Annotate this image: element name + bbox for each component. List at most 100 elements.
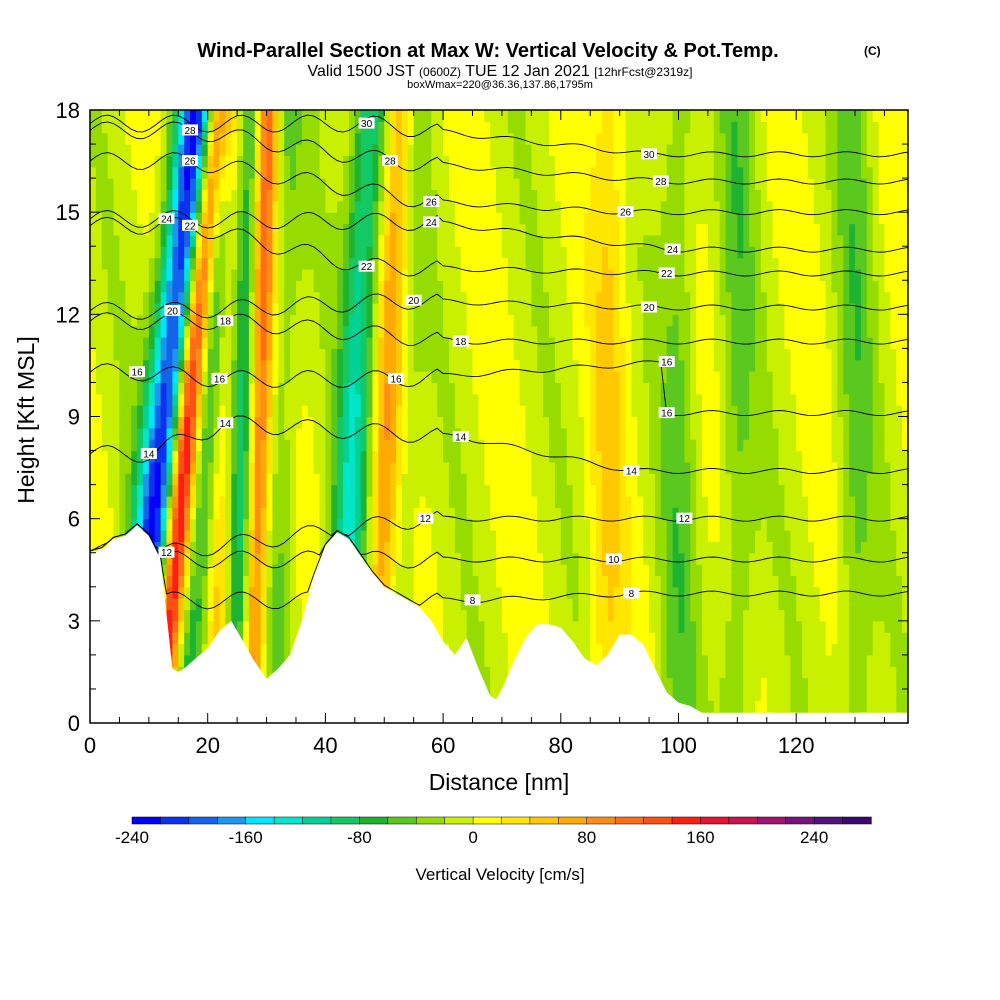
- velocity-cell: [484, 405, 491, 418]
- velocity-cell: [537, 268, 544, 281]
- velocity-cell: [490, 268, 497, 281]
- velocity-cell: [501, 155, 509, 168]
- velocity-cell: [566, 530, 574, 542]
- velocity-cell: [507, 643, 515, 656]
- velocity-cell: [272, 200, 279, 213]
- velocity-cell: [619, 144, 627, 157]
- velocity-cell: [142, 314, 150, 327]
- velocity-cell: [290, 473, 297, 486]
- velocity-cell: [95, 314, 103, 327]
- velocity-cell: [90, 178, 97, 191]
- velocity-cell: [131, 405, 138, 418]
- velocity-cell: [366, 246, 374, 259]
- velocity-cell: [531, 166, 538, 179]
- velocity-cell: [266, 314, 274, 327]
- velocity-cell: [360, 371, 368, 384]
- velocity-cell: [472, 371, 480, 384]
- velocity-cell: [243, 405, 250, 418]
- velocity-cell: [619, 507, 627, 520]
- velocity-cell: [201, 223, 209, 236]
- velocity-cell: [596, 598, 603, 611]
- velocity-cell: [401, 484, 409, 497]
- velocity-cell: [95, 439, 103, 452]
- velocity-cell: [501, 348, 509, 361]
- velocity-cell: [631, 575, 638, 588]
- velocity-cell: [513, 609, 521, 622]
- velocity-cell: [154, 450, 162, 463]
- velocity-cell: [537, 291, 544, 304]
- velocity-cell: [501, 473, 509, 486]
- velocity-cell: [537, 155, 544, 168]
- velocity-cell: [184, 234, 191, 247]
- velocity-cell: [554, 155, 562, 168]
- velocity-cell: [490, 552, 497, 565]
- velocity-cell: [601, 110, 609, 122]
- velocity-cell: [460, 473, 468, 486]
- velocity-cell: [507, 246, 515, 259]
- velocity-cell: [90, 371, 97, 384]
- velocity-cell: [160, 507, 168, 520]
- velocity-cell: [419, 393, 427, 406]
- velocity-cell: [337, 166, 344, 179]
- velocity-cell: [331, 314, 338, 327]
- velocity-cell: [260, 110, 268, 122]
- velocity-cell: [166, 632, 173, 645]
- velocity-cell: [154, 155, 162, 168]
- velocity-cell: [566, 110, 574, 122]
- velocity-cell: [166, 382, 173, 395]
- velocity-cell: [331, 280, 338, 293]
- velocity-cell: [478, 121, 485, 134]
- velocity-cell: [554, 280, 562, 293]
- velocity-cell: [572, 223, 580, 236]
- velocity-cell: [484, 110, 491, 122]
- velocity-cell: [301, 598, 309, 611]
- velocity-cell: [531, 121, 538, 134]
- velocity-cell: [431, 132, 438, 145]
- velocity-cell: [572, 155, 580, 168]
- velocity-cell: [343, 144, 350, 157]
- velocity-cell: [260, 598, 268, 611]
- velocity-cell: [490, 530, 497, 542]
- velocity-cell: [531, 371, 538, 384]
- velocity-cell: [543, 178, 550, 191]
- velocity-cell: [372, 337, 379, 349]
- velocity-cell: [207, 416, 215, 429]
- velocity-cell: [437, 337, 444, 349]
- velocity-cell: [619, 348, 627, 361]
- velocity-cell: [178, 575, 185, 588]
- velocity-cell: [460, 246, 468, 259]
- velocity-cell: [148, 484, 156, 497]
- velocity-cell: [266, 234, 274, 247]
- velocity-cell: [219, 484, 226, 497]
- velocity-cell: [319, 257, 326, 270]
- velocity-cell: [407, 461, 415, 474]
- velocity-cell: [101, 144, 109, 157]
- velocity-cell: [131, 302, 138, 315]
- velocity-cell: [578, 121, 585, 134]
- velocity-cell: [396, 110, 403, 122]
- velocity-cell: [448, 189, 456, 202]
- velocity-cell: [466, 405, 474, 418]
- velocity-cell: [448, 234, 456, 247]
- velocity-cell: [619, 564, 627, 577]
- velocity-cell: [142, 121, 150, 134]
- velocity-cell: [366, 268, 374, 281]
- velocity-cell: [195, 291, 203, 304]
- velocity-cell: [472, 393, 480, 406]
- velocity-cell: [584, 575, 591, 588]
- velocity-cell: [154, 325, 162, 338]
- velocity-cell: [201, 473, 209, 486]
- velocity-cell: [596, 450, 603, 463]
- velocity-cell: [331, 371, 338, 384]
- velocity-cell: [507, 291, 515, 304]
- velocity-cell: [425, 302, 432, 315]
- velocity-cell: [125, 178, 132, 191]
- velocity-cell: [607, 132, 615, 145]
- velocity-cell: [525, 382, 532, 395]
- velocity-cell: [584, 393, 591, 406]
- velocity-cell: [278, 393, 285, 406]
- velocity-cell: [207, 234, 215, 247]
- velocity-cell: [195, 620, 203, 633]
- velocity-cell: [184, 348, 191, 361]
- velocity-cell: [137, 461, 144, 474]
